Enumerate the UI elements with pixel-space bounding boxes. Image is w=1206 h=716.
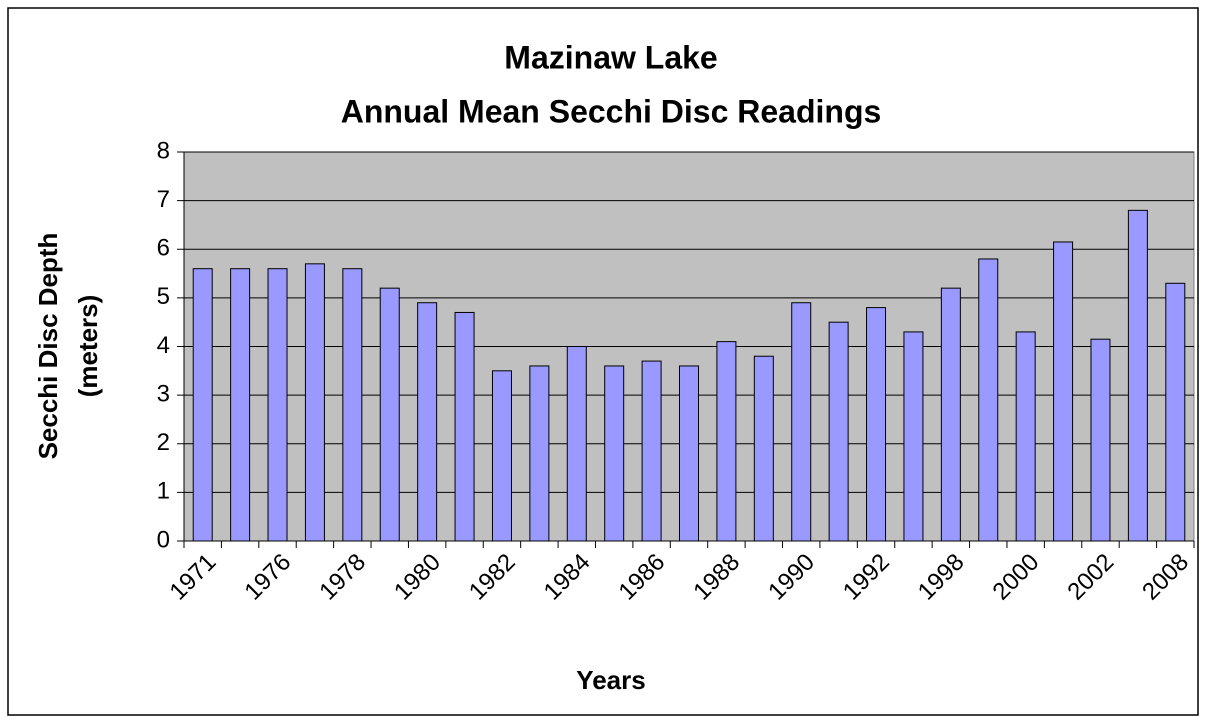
bar: [192, 268, 213, 542]
bar: [1127, 209, 1148, 542]
y-tick-label: 0: [157, 526, 170, 553]
bar: [828, 321, 849, 542]
bar: [679, 365, 699, 542]
bar: [1015, 331, 1036, 542]
bar: [230, 268, 251, 542]
bar: [866, 307, 887, 542]
bar: [940, 287, 961, 542]
y-tick-label: 2: [157, 429, 170, 456]
bar: [1090, 338, 1111, 542]
y-tick-label: 1: [157, 478, 170, 505]
bar: [903, 331, 924, 542]
bar: [454, 311, 475, 542]
y-axis-label-group: Secchi Disc Depth (meters): [33, 233, 103, 460]
bar: [1053, 241, 1074, 542]
bar: [342, 268, 363, 542]
bar: [978, 258, 999, 542]
bar: [379, 287, 400, 542]
bar: [791, 302, 812, 542]
bar: [753, 355, 774, 542]
y-axis-label: (meters): [73, 295, 103, 398]
bar: [566, 346, 587, 542]
bar: [1165, 282, 1186, 542]
bar: [304, 263, 325, 542]
chart-title: Annual Mean Secchi Disc Readings: [341, 93, 882, 129]
y-tick-label: 8: [157, 137, 170, 164]
y-tick-label: 4: [157, 332, 170, 359]
bar: [491, 370, 512, 542]
bar: [641, 360, 662, 542]
x-axis-label: Years: [576, 665, 645, 695]
y-tick-label: 6: [157, 235, 170, 262]
bar: [604, 365, 625, 542]
bar: [716, 341, 737, 542]
y-tick-label: 7: [157, 186, 170, 213]
bar: [417, 302, 438, 542]
bar: [267, 268, 288, 542]
y-axis-label: Secchi Disc Depth: [33, 233, 63, 460]
y-tick-label: 3: [157, 380, 170, 407]
y-tick-label: 5: [157, 283, 170, 310]
chart-title: Mazinaw Lake: [504, 39, 717, 75]
bar: [529, 365, 550, 542]
